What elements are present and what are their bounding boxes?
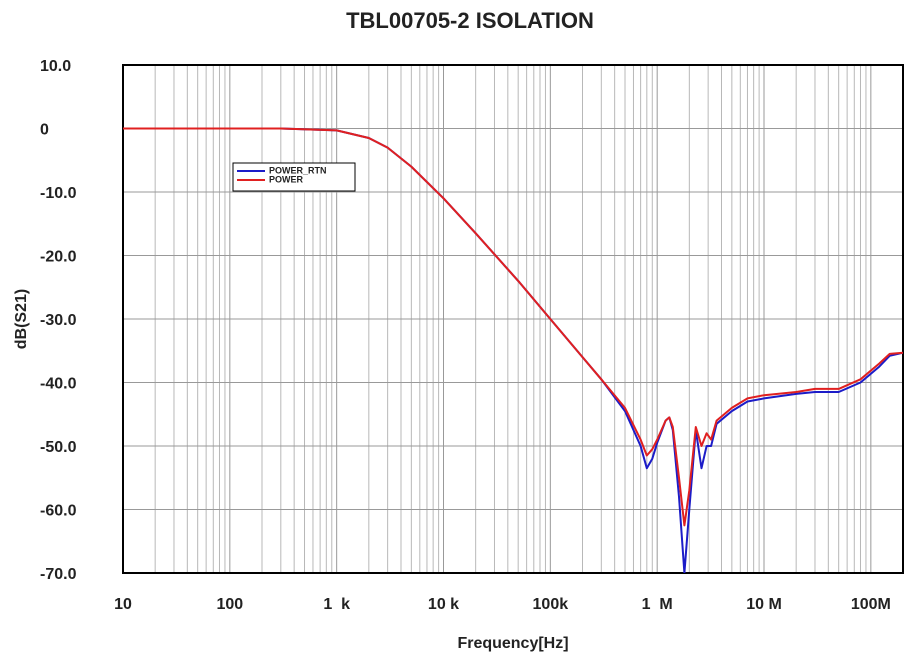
chart-title: TBL00705-2 ISOLATION — [346, 8, 594, 33]
y-tick-label: -40.0 — [40, 376, 77, 393]
legend-label: POWER_RTN — [269, 165, 327, 175]
legend-box — [232, 162, 356, 192]
y-tick-label: -10.0 — [40, 185, 77, 202]
y-tick-label: -30.0 — [40, 312, 77, 329]
data-line — [123, 127, 903, 527]
x-tick-label: 100k — [533, 596, 569, 613]
y-tick-label: 0 — [40, 122, 49, 139]
x-tick-label: 10 M — [746, 596, 782, 613]
y-tick-label: -60.0 — [40, 503, 77, 520]
y-axis-label: dB(S21) — [13, 289, 30, 349]
x-tick-label: 1 k — [323, 596, 350, 613]
y-tick-label: -70.0 — [40, 566, 77, 583]
y-tick-label: 10.0 — [40, 58, 71, 75]
legend-label: POWER — [269, 174, 304, 184]
plot-frame — [122, 64, 904, 574]
plot-area — [123, 127, 903, 573]
x-tick-label: 1 M — [642, 596, 673, 613]
x-tick-label: 100 — [216, 596, 243, 613]
data-line — [123, 127, 903, 573]
x-tick-label: 100M — [851, 596, 891, 613]
x-tick-label: 10 — [114, 596, 132, 613]
y-tick-label: -20.0 — [40, 249, 77, 266]
x-tick-label: 10 k — [428, 596, 459, 613]
y-tick-label: -50.0 — [40, 439, 77, 456]
x-axis-label: Frequency[Hz] — [457, 635, 568, 652]
